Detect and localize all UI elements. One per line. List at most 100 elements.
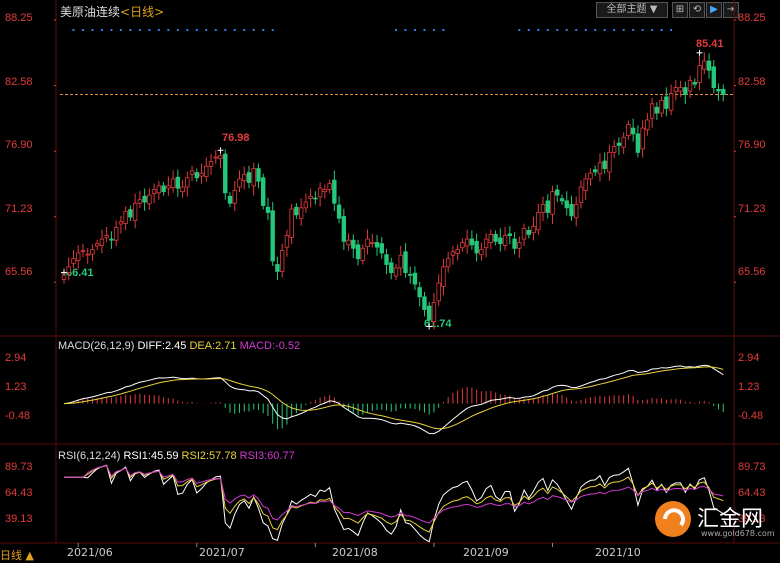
price-tick-label: 71.23	[738, 203, 766, 215]
event-marker	[565, 29, 568, 31]
event-marker	[214, 29, 217, 31]
period-selector[interactable]: 日线 ▲	[0, 547, 34, 563]
event-marker	[641, 29, 644, 31]
event-marker	[670, 29, 673, 31]
event-marker	[575, 29, 578, 31]
event-marker	[651, 29, 654, 31]
candle-body	[313, 197, 318, 200]
candle-body	[327, 183, 332, 190]
candle-body	[199, 172, 204, 177]
candle-body	[559, 198, 565, 202]
theme-dropdown[interactable]: 全部主题 ▼	[596, 2, 668, 18]
macd-value: MACD:-0.52	[239, 340, 301, 352]
candle-body	[649, 103, 655, 119]
event-marker	[423, 29, 426, 31]
candle-body	[403, 251, 408, 273]
event-marker	[413, 29, 416, 31]
event-marker	[91, 29, 94, 31]
split-icon[interactable]: ⊞	[672, 2, 688, 18]
event-marker	[195, 29, 198, 31]
candle-body	[445, 258, 451, 268]
rsi2-value: RSI2:57.78	[181, 450, 237, 462]
candle-body	[66, 266, 71, 273]
candle-body	[113, 227, 119, 241]
chart-title: 美原油连续<日线>	[60, 3, 164, 20]
event-marker	[395, 29, 397, 31]
candle-body	[498, 237, 503, 245]
candle-body	[517, 242, 522, 249]
candle-body	[716, 88, 721, 92]
price-tick-label: 82.58	[738, 76, 766, 88]
event-marker	[243, 29, 246, 31]
candle-body	[398, 254, 403, 269]
high-annotation: 85.41	[696, 38, 724, 50]
candle-body	[118, 221, 124, 225]
event-marker	[660, 29, 663, 31]
event-marker	[138, 29, 141, 31]
candle-body	[189, 170, 195, 175]
event-marker	[556, 29, 559, 31]
rsi-tick-label: 39.13	[5, 513, 33, 525]
macd-dea: DEA:2.71	[189, 340, 237, 352]
candle-body	[460, 242, 465, 249]
candle-body	[109, 238, 114, 241]
event-marker	[186, 29, 189, 31]
candle-body	[279, 250, 285, 272]
play-icon[interactable]: ▶	[706, 2, 722, 18]
candle-body	[289, 208, 294, 238]
event-marker	[546, 29, 549, 31]
candle-body	[147, 194, 152, 205]
candle-body	[702, 60, 707, 70]
candle-body	[536, 212, 541, 231]
x-tick-label: 2021/08	[332, 546, 378, 559]
candle-body	[166, 185, 171, 189]
price-tick-label: 76.90	[5, 139, 33, 151]
x-tick-label: 2021/07	[199, 546, 245, 559]
candle-body	[697, 65, 702, 83]
candle-body	[298, 207, 304, 219]
rsi-tick-label: 89.73	[5, 461, 33, 473]
candle-body	[284, 235, 290, 248]
theme-label: 全部主题	[606, 4, 647, 15]
candle-body	[455, 249, 460, 254]
candle-body	[251, 168, 256, 187]
candle-body	[185, 177, 190, 188]
candle-body	[588, 172, 593, 180]
candle-body	[436, 282, 441, 302]
candle-body	[564, 200, 569, 209]
candle-body	[104, 235, 109, 238]
rsi3-value: RSI3:60.77	[239, 450, 295, 462]
event-marker	[100, 29, 103, 31]
candle-body	[156, 185, 162, 194]
event-marker	[622, 29, 625, 31]
candle-body	[303, 201, 309, 209]
candle-body	[194, 172, 199, 179]
next-icon[interactable]: ⇥	[723, 2, 739, 18]
low-annotation: 66.41	[66, 267, 94, 279]
candle-body	[265, 206, 271, 213]
refresh-icon[interactable]: ⟲	[689, 2, 705, 18]
macd-diff: DIFF:2.45	[137, 340, 187, 352]
x-tick-label: 2021/09	[463, 546, 509, 559]
candle-body	[317, 187, 323, 198]
candle-body	[512, 238, 517, 249]
candle-body	[545, 200, 550, 213]
event-marker	[584, 29, 587, 31]
timeframe-selector[interactable]: <日线>	[120, 5, 165, 19]
event-marker	[518, 29, 521, 31]
candle-body	[678, 87, 683, 92]
candle-body	[270, 210, 275, 262]
candle-body	[180, 186, 185, 193]
candle-body	[692, 82, 697, 85]
price-tick-label: 71.23	[5, 203, 33, 215]
candle-body	[237, 178, 242, 188]
macd-params: MACD(26,12,9)	[58, 340, 135, 352]
candle-body	[659, 99, 664, 114]
candle-body	[621, 136, 626, 148]
price-tick-label: 88.25	[5, 12, 33, 24]
event-marker	[224, 29, 227, 31]
candle-body	[683, 87, 688, 95]
candle-body	[294, 206, 299, 216]
candle-body	[550, 191, 555, 215]
